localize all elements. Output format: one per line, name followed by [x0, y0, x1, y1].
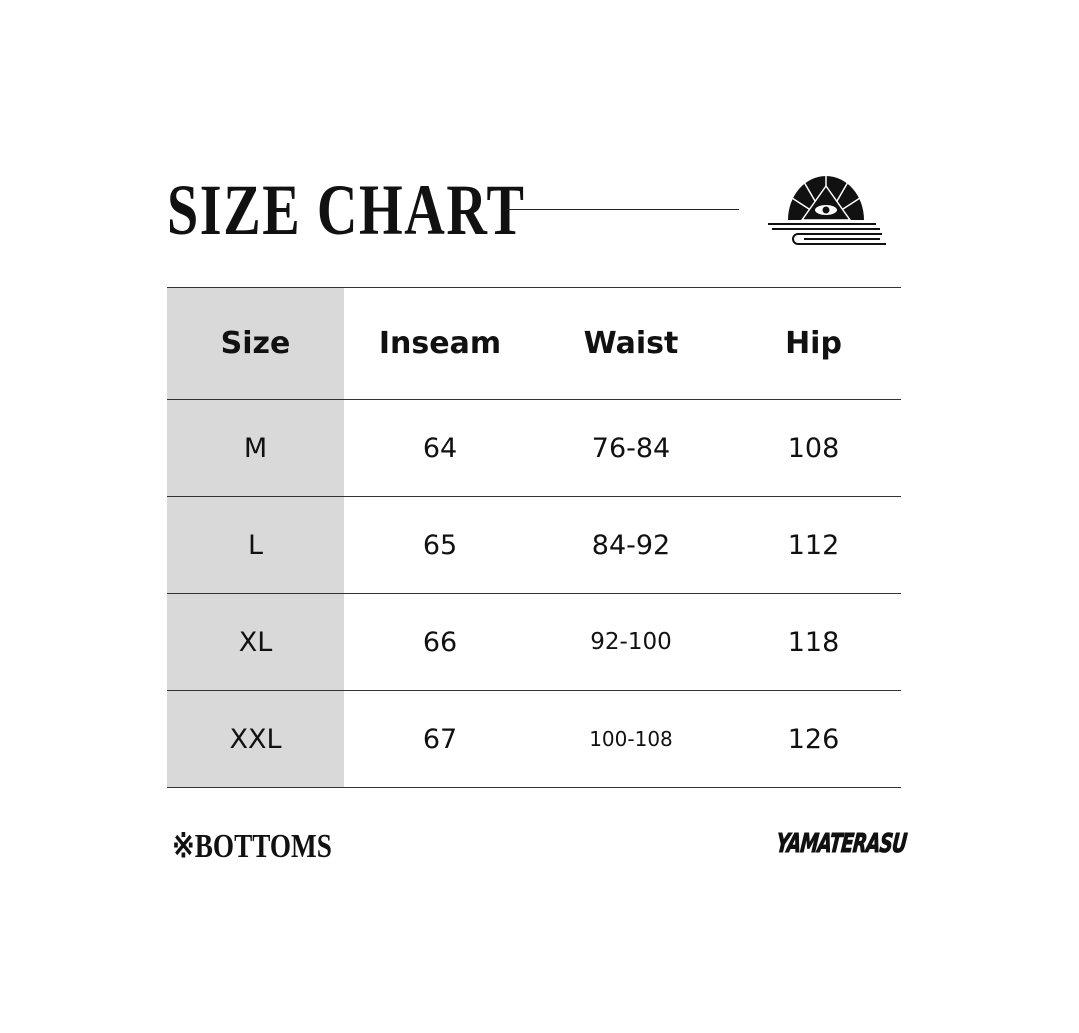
inseam-cell: 66 [422, 626, 458, 658]
header-inseam: Inseam [378, 326, 502, 361]
inseam-cell: 65 [422, 529, 458, 561]
waist-cell: 100-108 [589, 727, 673, 751]
size-cell: XL [167, 594, 344, 690]
header-waist: Waist [583, 326, 679, 361]
rising-sun-eye-emblem-icon [768, 176, 886, 245]
inseam-cell: 67 [422, 723, 458, 755]
waist-cell: 76-84 [591, 432, 671, 464]
hip-cell: 118 [787, 626, 840, 658]
header-hip: Hip [785, 326, 842, 361]
hip-cell: 126 [787, 723, 840, 755]
category-label: ※BOTTOMS [172, 828, 332, 865]
table-row: XXL 67 100-108 126 [167, 690, 901, 788]
size-table: Size Inseam Waist Hip M 64 76-84 108 L 6… [167, 287, 901, 788]
size-cell: L [167, 497, 344, 593]
hip-cell: 108 [787, 432, 840, 464]
waist-cell: 92-100 [590, 629, 672, 655]
title-divider [506, 209, 739, 210]
table-row: L 65 84-92 112 [167, 496, 901, 593]
hip-cell: 112 [787, 529, 840, 561]
table-header-row: Size Inseam Waist Hip [167, 287, 901, 399]
table-row: M 64 76-84 108 [167, 399, 901, 496]
page-title: SIZE CHART [167, 170, 526, 250]
size-cell: M [167, 400, 344, 496]
inseam-cell: 64 [422, 432, 458, 464]
table-row: XL 66 92-100 118 [167, 593, 901, 690]
brand-logo: YAMATERASU [774, 829, 909, 860]
waist-cell: 84-92 [591, 529, 671, 561]
size-cell: XXL [167, 691, 344, 787]
header-size: Size [167, 288, 344, 399]
